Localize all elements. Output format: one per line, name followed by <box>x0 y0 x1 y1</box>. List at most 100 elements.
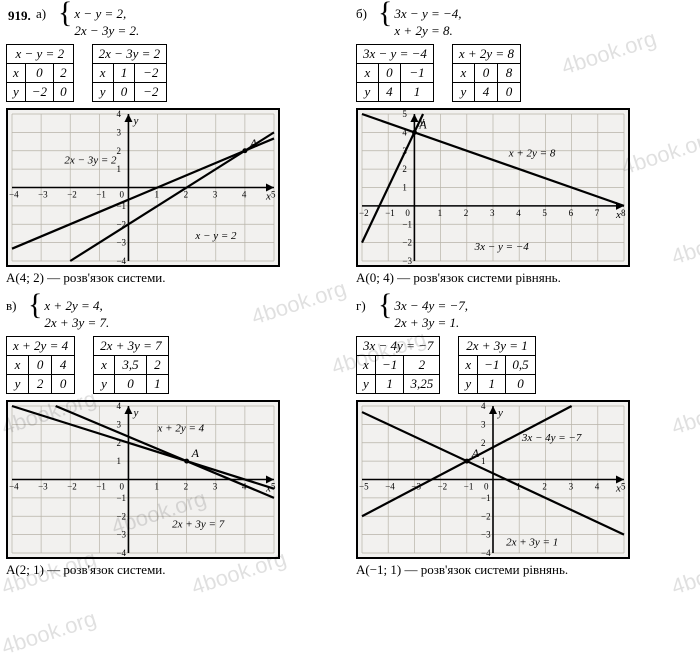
row-header: y <box>92 82 113 101</box>
svg-text:4: 4 <box>481 401 486 411</box>
table-cell: 1 <box>375 374 403 393</box>
svg-text:−5: −5 <box>359 481 369 491</box>
value-table: 3x − y = −4x0−1y41 <box>356 44 434 102</box>
value-table: x − y = 2x02y−20 <box>6 44 74 102</box>
svg-text:4: 4 <box>242 189 247 199</box>
svg-text:y: y <box>497 407 503 419</box>
line-label: x − y = 2 <box>194 230 237 242</box>
intersection-point <box>242 148 247 153</box>
row-header: y <box>7 374 29 393</box>
svg-text:4: 4 <box>516 208 521 218</box>
value-table: x + 2y = 4x04y20 <box>6 336 75 394</box>
table-cell: −2 <box>135 82 167 101</box>
chart: xy−4−3−2−112345−4−3−2−112340x − y = 22x … <box>6 108 280 267</box>
svg-text:0: 0 <box>119 189 124 199</box>
row-header: y <box>94 374 115 393</box>
table-cell: −1 <box>478 355 506 374</box>
line-label: x + 2y = 8 <box>508 147 556 159</box>
table-cell: 3,5 <box>114 355 146 374</box>
svg-text:5: 5 <box>271 189 276 199</box>
svg-text:−3: −3 <box>402 256 412 266</box>
subproblem-label: б) <box>356 6 374 22</box>
svg-text:0: 0 <box>484 481 489 491</box>
svg-text:−4: −4 <box>481 548 491 558</box>
table-title: 2x − 3y = 2 <box>92 44 167 63</box>
svg-text:3: 3 <box>116 127 121 137</box>
intersection-point <box>412 130 417 135</box>
svg-text:−3: −3 <box>38 189 48 199</box>
svg-text:y: y <box>132 115 138 127</box>
equation: x + 2y = 4, <box>44 298 109 315</box>
svg-text:−2: −2 <box>481 511 491 521</box>
table-title: 2x + 3y = 7 <box>94 336 169 355</box>
intersection-point <box>464 458 469 463</box>
svg-text:−2: −2 <box>67 481 77 491</box>
svg-text:3: 3 <box>569 481 574 491</box>
svg-text:3: 3 <box>116 419 121 429</box>
svg-text:1: 1 <box>402 182 407 192</box>
row-header: y <box>357 82 379 101</box>
line-label: 3x − 4y = −7 <box>521 431 582 443</box>
svg-text:1: 1 <box>155 189 160 199</box>
table-title: 3x − y = −4 <box>357 44 434 63</box>
point-label: A <box>249 136 258 150</box>
brace-icon: { <box>28 298 42 312</box>
point-label: A <box>418 117 427 131</box>
line-label: 2x + 3y = 1 <box>506 536 558 548</box>
svg-text:1: 1 <box>438 208 443 218</box>
table-cell: 2 <box>404 355 440 374</box>
svg-text:2: 2 <box>464 208 469 218</box>
table-title: 3x − 4y = −7 <box>357 336 440 355</box>
row-header: y <box>357 374 376 393</box>
equation: 2x − 3y = 2. <box>74 23 139 40</box>
svg-text:−3: −3 <box>481 529 491 539</box>
svg-text:−4: −4 <box>9 189 19 199</box>
svg-text:−2: −2 <box>359 208 369 218</box>
row-header: y <box>452 82 474 101</box>
svg-text:−2: −2 <box>67 189 77 199</box>
table-title: x + 2y = 4 <box>7 336 75 355</box>
svg-text:−2: −2 <box>116 511 126 521</box>
row-header: y <box>459 374 478 393</box>
svg-text:4: 4 <box>116 109 121 119</box>
table-cell: −2 <box>135 63 167 82</box>
table-cell: −2 <box>25 82 53 101</box>
svg-text:3: 3 <box>490 208 495 218</box>
row-header: x <box>459 355 478 374</box>
svg-text:2: 2 <box>542 481 547 491</box>
row-header: y <box>7 82 26 101</box>
value-table: x + 2y = 8x08y40 <box>452 44 521 102</box>
svg-text:6: 6 <box>569 208 574 218</box>
table-cell: 0 <box>52 374 75 393</box>
svg-text:2: 2 <box>116 146 121 156</box>
subproblem: в){x + 2y = 4,2x + 3y = 7.x + 2y = 4x04y… <box>6 298 344 586</box>
table-cell: 0 <box>378 63 401 82</box>
table-cell: −1 <box>375 355 403 374</box>
svg-text:−4: −4 <box>9 481 19 491</box>
svg-text:5: 5 <box>621 481 626 491</box>
table-cell: 8 <box>497 63 520 82</box>
svg-text:−3: −3 <box>38 481 48 491</box>
table-title: x − y = 2 <box>7 44 74 63</box>
brace-icon: { <box>378 298 392 312</box>
subproblem-label: а) <box>36 6 54 22</box>
table-cell: 0 <box>25 63 53 82</box>
chart: xy−4−3−2−112345−4−3−2−112340x + 2y = 42x… <box>6 400 280 559</box>
table-cell: 1 <box>401 82 434 101</box>
svg-text:8: 8 <box>621 208 626 218</box>
svg-text:−4: −4 <box>116 256 126 266</box>
table-cell: 0,5 <box>506 355 535 374</box>
svg-text:−3: −3 <box>116 529 126 539</box>
row-header: x <box>357 63 379 82</box>
answer-text: A(−1; 1) — розв'язок системи рівнянь. <box>356 562 694 578</box>
equation: 2x + 3y = 7. <box>44 315 109 332</box>
point-label: A <box>471 446 480 460</box>
value-table: 2x + 3y = 7x3,52y01 <box>93 336 169 394</box>
table-cell: 4 <box>378 82 401 101</box>
svg-text:5: 5 <box>402 109 407 119</box>
table-cell: 4 <box>474 82 497 101</box>
equation: 2x + 3y = 1. <box>394 315 468 332</box>
svg-text:3: 3 <box>213 481 218 491</box>
point-label: A <box>191 446 200 460</box>
svg-text:−1: −1 <box>481 492 491 502</box>
